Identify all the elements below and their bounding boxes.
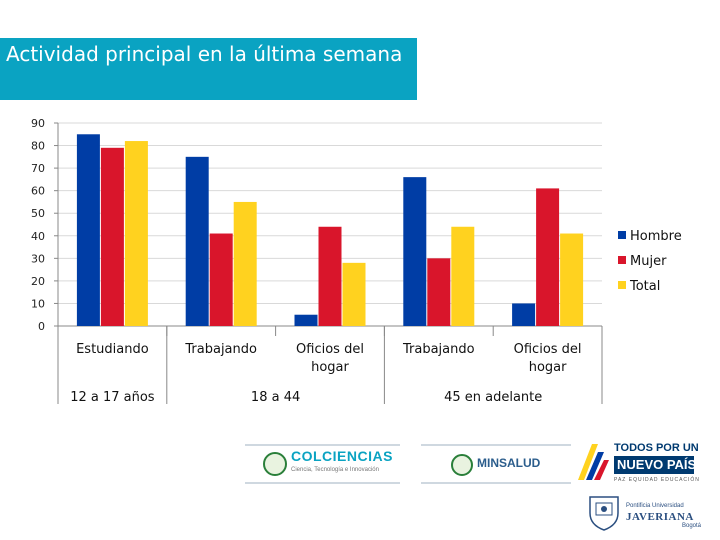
minsalud-seal-icon (451, 454, 473, 476)
y-tick-label: 10 (31, 297, 45, 310)
category-label: Estudiando (76, 342, 149, 357)
y-tick-label: 80 (31, 140, 45, 153)
legend-label-mujer: Mujer (630, 254, 667, 269)
category-label: hogar (311, 360, 349, 375)
y-tick-label: 0 (38, 320, 45, 333)
y-tick-label: 30 (31, 252, 45, 265)
colciencias-logo: COLCIENCIAS Ciencia, Tecnología e Innova… (245, 444, 400, 484)
category-label: Trabajando (402, 342, 475, 357)
group-label: 18 a 44 (251, 390, 300, 405)
bar-total (342, 262, 366, 326)
todos-line3: PAZ EQUIDAD EDUCACIÓN (614, 477, 700, 483)
javeriana-line1: Pontificia Universidad (626, 503, 684, 509)
legend-label-hombre: Hombre (630, 229, 682, 244)
bar-hombre (403, 177, 427, 326)
javeriana-line3: Bogotá (682, 523, 702, 529)
y-tick-label: 20 (31, 275, 45, 288)
minsalud-logo: MINSALUD (421, 444, 571, 484)
y-tick-label: 90 (31, 117, 45, 130)
bar-mujer (318, 226, 342, 326)
nuevo-pais-banner (614, 456, 694, 474)
legend-swatch-hombre (618, 231, 626, 239)
colombia-flag-icon (578, 444, 609, 480)
y-tick-label: 50 (31, 207, 45, 220)
y-tick-label: 40 (31, 230, 45, 243)
colciencias-name: COLCIENCIAS (291, 448, 393, 464)
bar-mujer (536, 188, 560, 326)
y-tick-label: 60 (31, 185, 45, 198)
bar-hombre (76, 134, 100, 326)
bar-total (233, 201, 257, 326)
todos-line1: TODOS POR UN (614, 442, 699, 454)
javeriana-shield-icon (589, 496, 619, 531)
legend-label-total: Total (629, 279, 660, 294)
todos-por-un-nuevo-pais-logo: TODOS POR UN NUEVO PAÍS PAZ EQUIDAD EDUC… (576, 438, 716, 490)
category-label: Trabajando (184, 342, 257, 357)
colombia-seal-icon (263, 452, 287, 476)
colciencias-tagline: Ciencia, Tecnología e Innovación (291, 467, 379, 473)
chart-title: Actividad principal en la última semana (0, 38, 417, 100)
minsalud-name: MINSALUD (477, 456, 541, 470)
category-label: hogar (529, 360, 567, 375)
legend-swatch-total (618, 281, 626, 289)
bar-total (124, 141, 148, 326)
bar-total (451, 226, 475, 326)
todos-line2: NUEVO PAÍS (617, 457, 697, 472)
bar-mujer (209, 233, 233, 326)
bar-mujer (427, 258, 451, 326)
bar-hombre (512, 303, 536, 326)
bar-mujer (100, 147, 124, 326)
category-label: Oficios del (514, 342, 582, 357)
group-label: 45 en adelante (444, 390, 542, 405)
javeriana-logo: Pontificia Universidad JAVERIANA Bogotá (586, 493, 716, 533)
group-label: 12 a 17 años (70, 390, 155, 405)
bar-hombre (294, 314, 318, 326)
bar-hombre (185, 156, 209, 326)
legend-swatch-mujer (618, 256, 626, 264)
y-tick-label: 70 (31, 162, 45, 175)
bar-total (560, 233, 584, 326)
javeriana-line2: JAVERIANA (626, 511, 694, 523)
category-label: Oficios del (296, 342, 364, 357)
